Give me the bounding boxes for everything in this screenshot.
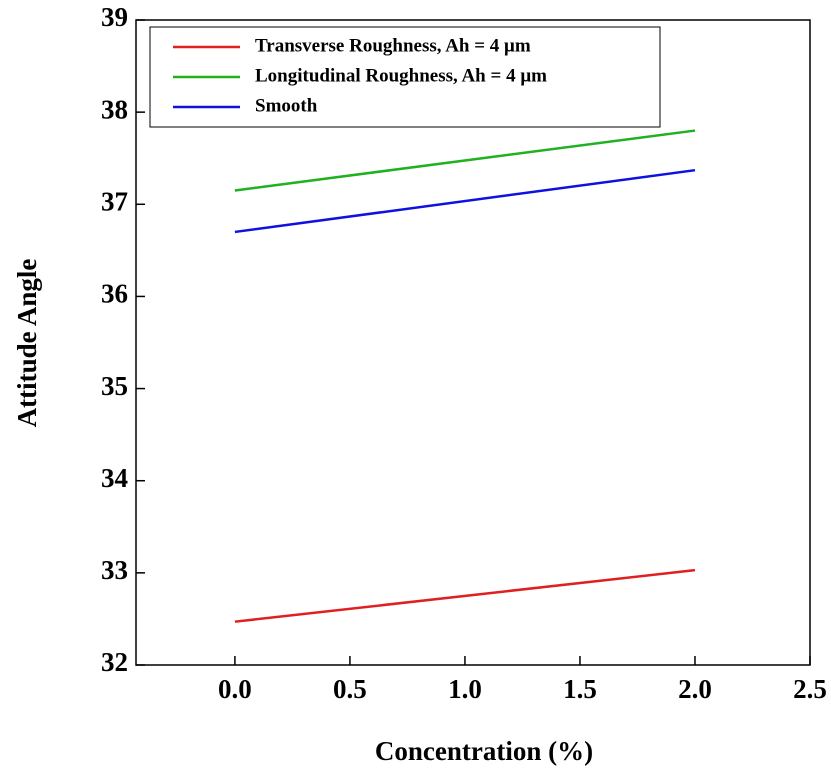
y-tick-label: 34	[101, 463, 128, 493]
legend-label: Smooth	[255, 95, 318, 116]
x-tick-label: 2.0	[678, 674, 712, 704]
series-line	[234, 568, 696, 623]
x-tick-label: 1.5	[563, 674, 597, 704]
series-line	[234, 129, 696, 192]
series-line	[234, 168, 696, 234]
y-tick-label: 39	[101, 2, 128, 32]
x-tick-label: 1.0	[448, 674, 482, 704]
y-tick-label: 32	[101, 647, 128, 677]
plot-frame	[135, 19, 811, 666]
x-axis-title: Concentration (%)	[375, 736, 593, 766]
legend-label: Transverse Roughness, Ah = 4 μm	[255, 35, 531, 56]
x-tick-label: 0.5	[333, 674, 367, 704]
x-tick-label: 0.0	[218, 674, 252, 704]
y-tick-label: 37	[101, 186, 128, 216]
y-tick-label: 38	[101, 94, 128, 124]
legend-label: Longitudinal Roughness, Ah = 4 μm	[255, 65, 547, 86]
x-tick-label: 2.5	[793, 674, 827, 704]
y-tick-label: 35	[101, 371, 128, 401]
y-tick-label: 33	[101, 555, 128, 585]
y-tick-label: 36	[101, 279, 128, 309]
y-axis-title: Attitude Angle	[12, 259, 42, 428]
